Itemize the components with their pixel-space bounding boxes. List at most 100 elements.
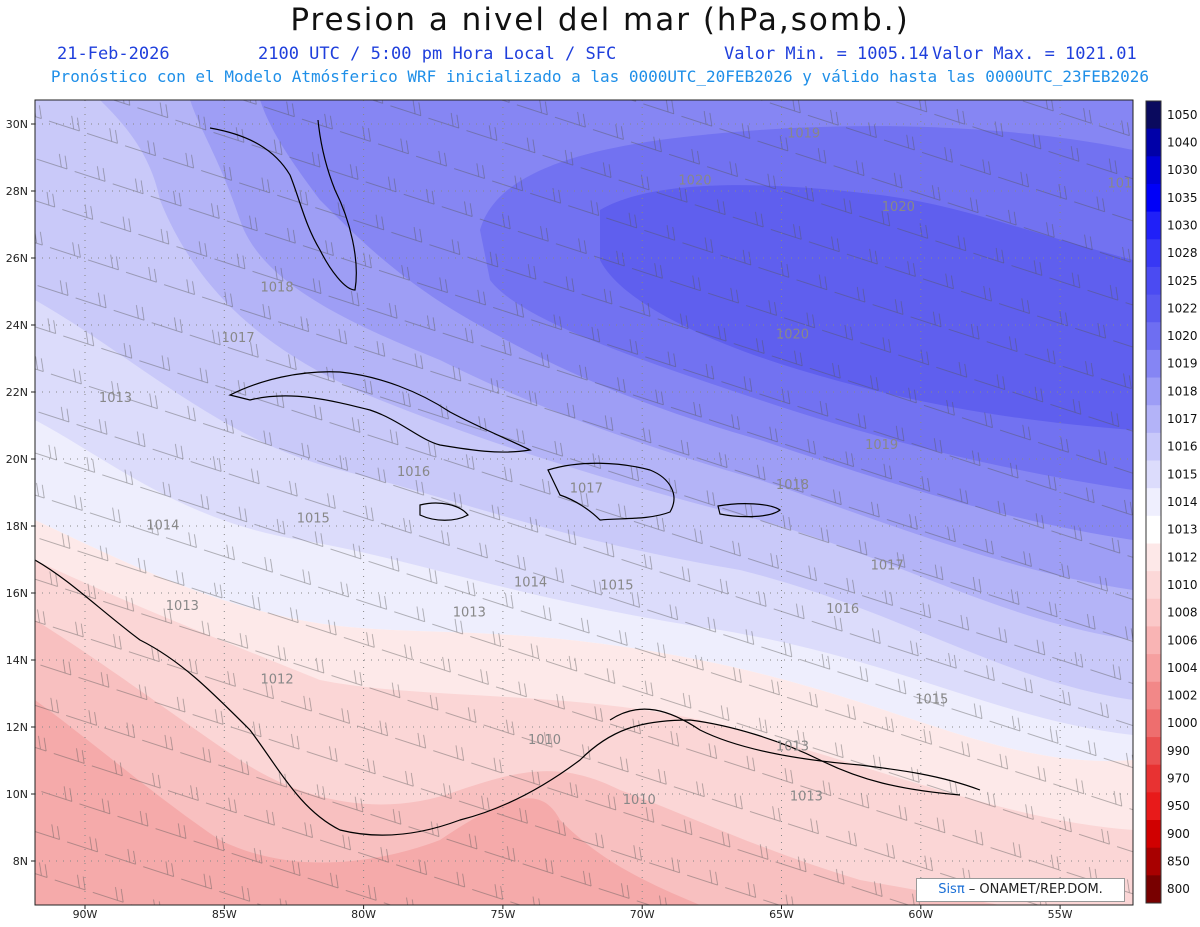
colorbar-label: 1012 [1167, 550, 1198, 564]
colorbar-label: 1016 [1167, 440, 1198, 454]
colorbar-swatch [1146, 128, 1161, 157]
longitude-axis: 90W 85W 80W 75W 70W 65W 60W 55W [73, 905, 1073, 921]
colorbar-swatch [1146, 266, 1161, 296]
colorbar-label: 990 [1167, 744, 1190, 758]
colorbar-label: 1050 [1167, 108, 1198, 122]
colorbar-swatch [1146, 156, 1161, 185]
colorbar-swatch [1146, 460, 1161, 489]
lat-tick-label: 20N [6, 453, 28, 466]
colorbar-swatch [1146, 681, 1161, 710]
jamaica-coast [419, 502, 469, 521]
contour-label: 1015 [600, 579, 633, 594]
lat-tick-label: 30N [6, 118, 28, 131]
lat-tick-label: 22N [6, 386, 28, 399]
colorbar-swatch [1146, 598, 1161, 627]
forecast-info: Pronóstico con el Modelo Atmósferico WRF… [50, 67, 1150, 86]
contour-label: 1013 [166, 599, 199, 614]
credit-box: Sisπ – ONAMET/REP.DOM. [916, 878, 1125, 902]
colorbar-swatch [1146, 820, 1161, 849]
coastlines [35, 119, 981, 836]
colorbar-label: 1035 [1167, 191, 1198, 205]
lat-tick-label: 24N [6, 319, 28, 332]
colorbar-label: 1014 [1167, 495, 1198, 509]
colorbar-label: 1025 [1167, 274, 1198, 288]
credit-text: – ONAMET/REP.DOM. [964, 882, 1103, 897]
contour-label: 1014 [514, 575, 547, 590]
colorbar-frame [1145, 100, 1162, 904]
colorbar-label: 800 [1167, 882, 1190, 896]
valid-time-label: 2100 UTC / 5:00 pm Hora Local / SFC [258, 44, 617, 64]
lat-tick-label: 12N [6, 721, 28, 734]
colorbar-label: 1015 [1167, 467, 1198, 481]
colorbar-swatch [1146, 101, 1161, 130]
colorbar-label: 950 [1167, 799, 1190, 813]
lon-tick-label: 80W [351, 908, 376, 921]
contour-label: 1013 [790, 790, 823, 805]
colorbar-swatch [1146, 349, 1161, 379]
contour-label: 1020 [678, 173, 711, 188]
latitude-axis: 30N 28N 26N 24N 22N 20N 18N 16N 14N 12N 10N 8N [6, 118, 35, 868]
colorbar-label: 1008 [1167, 606, 1198, 620]
contour-label: 1014 [146, 518, 179, 533]
contour-label: 1020 [776, 327, 809, 342]
colorbar-label: 1020 [1167, 329, 1198, 343]
contour-label: 1020 [882, 200, 915, 215]
colorbar-swatch [1146, 543, 1161, 572]
contour-label: 1013 [453, 605, 486, 620]
colorbar-label: 1017 [1167, 412, 1198, 426]
colorbar-label: 900 [1167, 827, 1190, 841]
hispaniola-coast [547, 462, 675, 521]
contour-label: 1013 [99, 391, 132, 406]
contour-label: 1016 [397, 465, 430, 480]
colorbar-swatch [1146, 322, 1161, 351]
lon-tick-label: 55W [1048, 908, 1073, 921]
colorbar-label: 1006 [1167, 633, 1198, 647]
contour-label: 1018 [261, 281, 294, 296]
colorbar-swatch [1146, 432, 1161, 462]
max-value-label: Valor Max. = 1021.01 [932, 44, 1137, 64]
colorbar-label: 1028 [1167, 246, 1198, 260]
lon-tick-label: 60W [908, 908, 933, 921]
venezuela-coast [609, 708, 981, 791]
central-america-coast [35, 559, 961, 836]
cuba-coast [228, 371, 532, 453]
colorbar-label: 1030 [1167, 163, 1198, 177]
colorbar-label: 1013 [1167, 523, 1198, 537]
lat-tick-label: 8N [13, 855, 28, 868]
colorbar-swatch [1146, 377, 1161, 406]
colorbar-label: 970 [1167, 772, 1190, 786]
map-field: 1019 1020 1019 1020 1018 1017 1020 1013 1016 1017… [35, 100, 1133, 905]
contour-label: 1010 [623, 793, 656, 808]
colorbar-swatch [1146, 239, 1161, 268]
colorbar-swatch [1146, 875, 1161, 904]
map-frame [34, 99, 1134, 906]
min-value-label: Valor Min. = 1005.14 [724, 44, 929, 64]
map-title: Presion a nivel del mar (hPa,somb.) [290, 2, 910, 38]
colorbar-swatch [1146, 515, 1161, 544]
contour-label: 1016 [826, 602, 859, 617]
puerto-rico-coast [717, 503, 782, 518]
colorbar-swatch [1146, 626, 1161, 655]
contour-label: 1017 [222, 331, 255, 346]
lat-tick-label: 28N [6, 185, 28, 198]
contour-label: 1013 [776, 739, 809, 754]
contour-label: 1017 [871, 559, 904, 574]
colorbar-label: 1004 [1167, 661, 1198, 675]
contour-label: 1010 [528, 733, 561, 748]
contour-label: 1017 [570, 482, 603, 497]
lon-tick-label: 70W [630, 908, 655, 921]
colorbar: 1050 1040 1030 1035 1030 1028 1025 1022 1020 1019… [1145, 100, 1198, 904]
colorbar-swatch [1146, 737, 1161, 766]
contour-label: 1015 [915, 693, 948, 708]
colorbar-swatch [1146, 792, 1161, 821]
contour-label: 1015 [297, 512, 330, 527]
lat-tick-label: 16N [6, 587, 28, 600]
lon-tick-label: 65W [769, 908, 794, 921]
colorbar-swatch [1146, 488, 1161, 517]
colorbar-label: 1000 [1167, 716, 1198, 730]
lat-tick-label: 26N [6, 252, 28, 265]
lon-tick-label: 85W [212, 908, 237, 921]
colorbar-swatch [1146, 709, 1161, 738]
contour-labels: 1019 1020 1019 1020 1018 1017 1020 1013 1016 1017… [99, 126, 1133, 808]
